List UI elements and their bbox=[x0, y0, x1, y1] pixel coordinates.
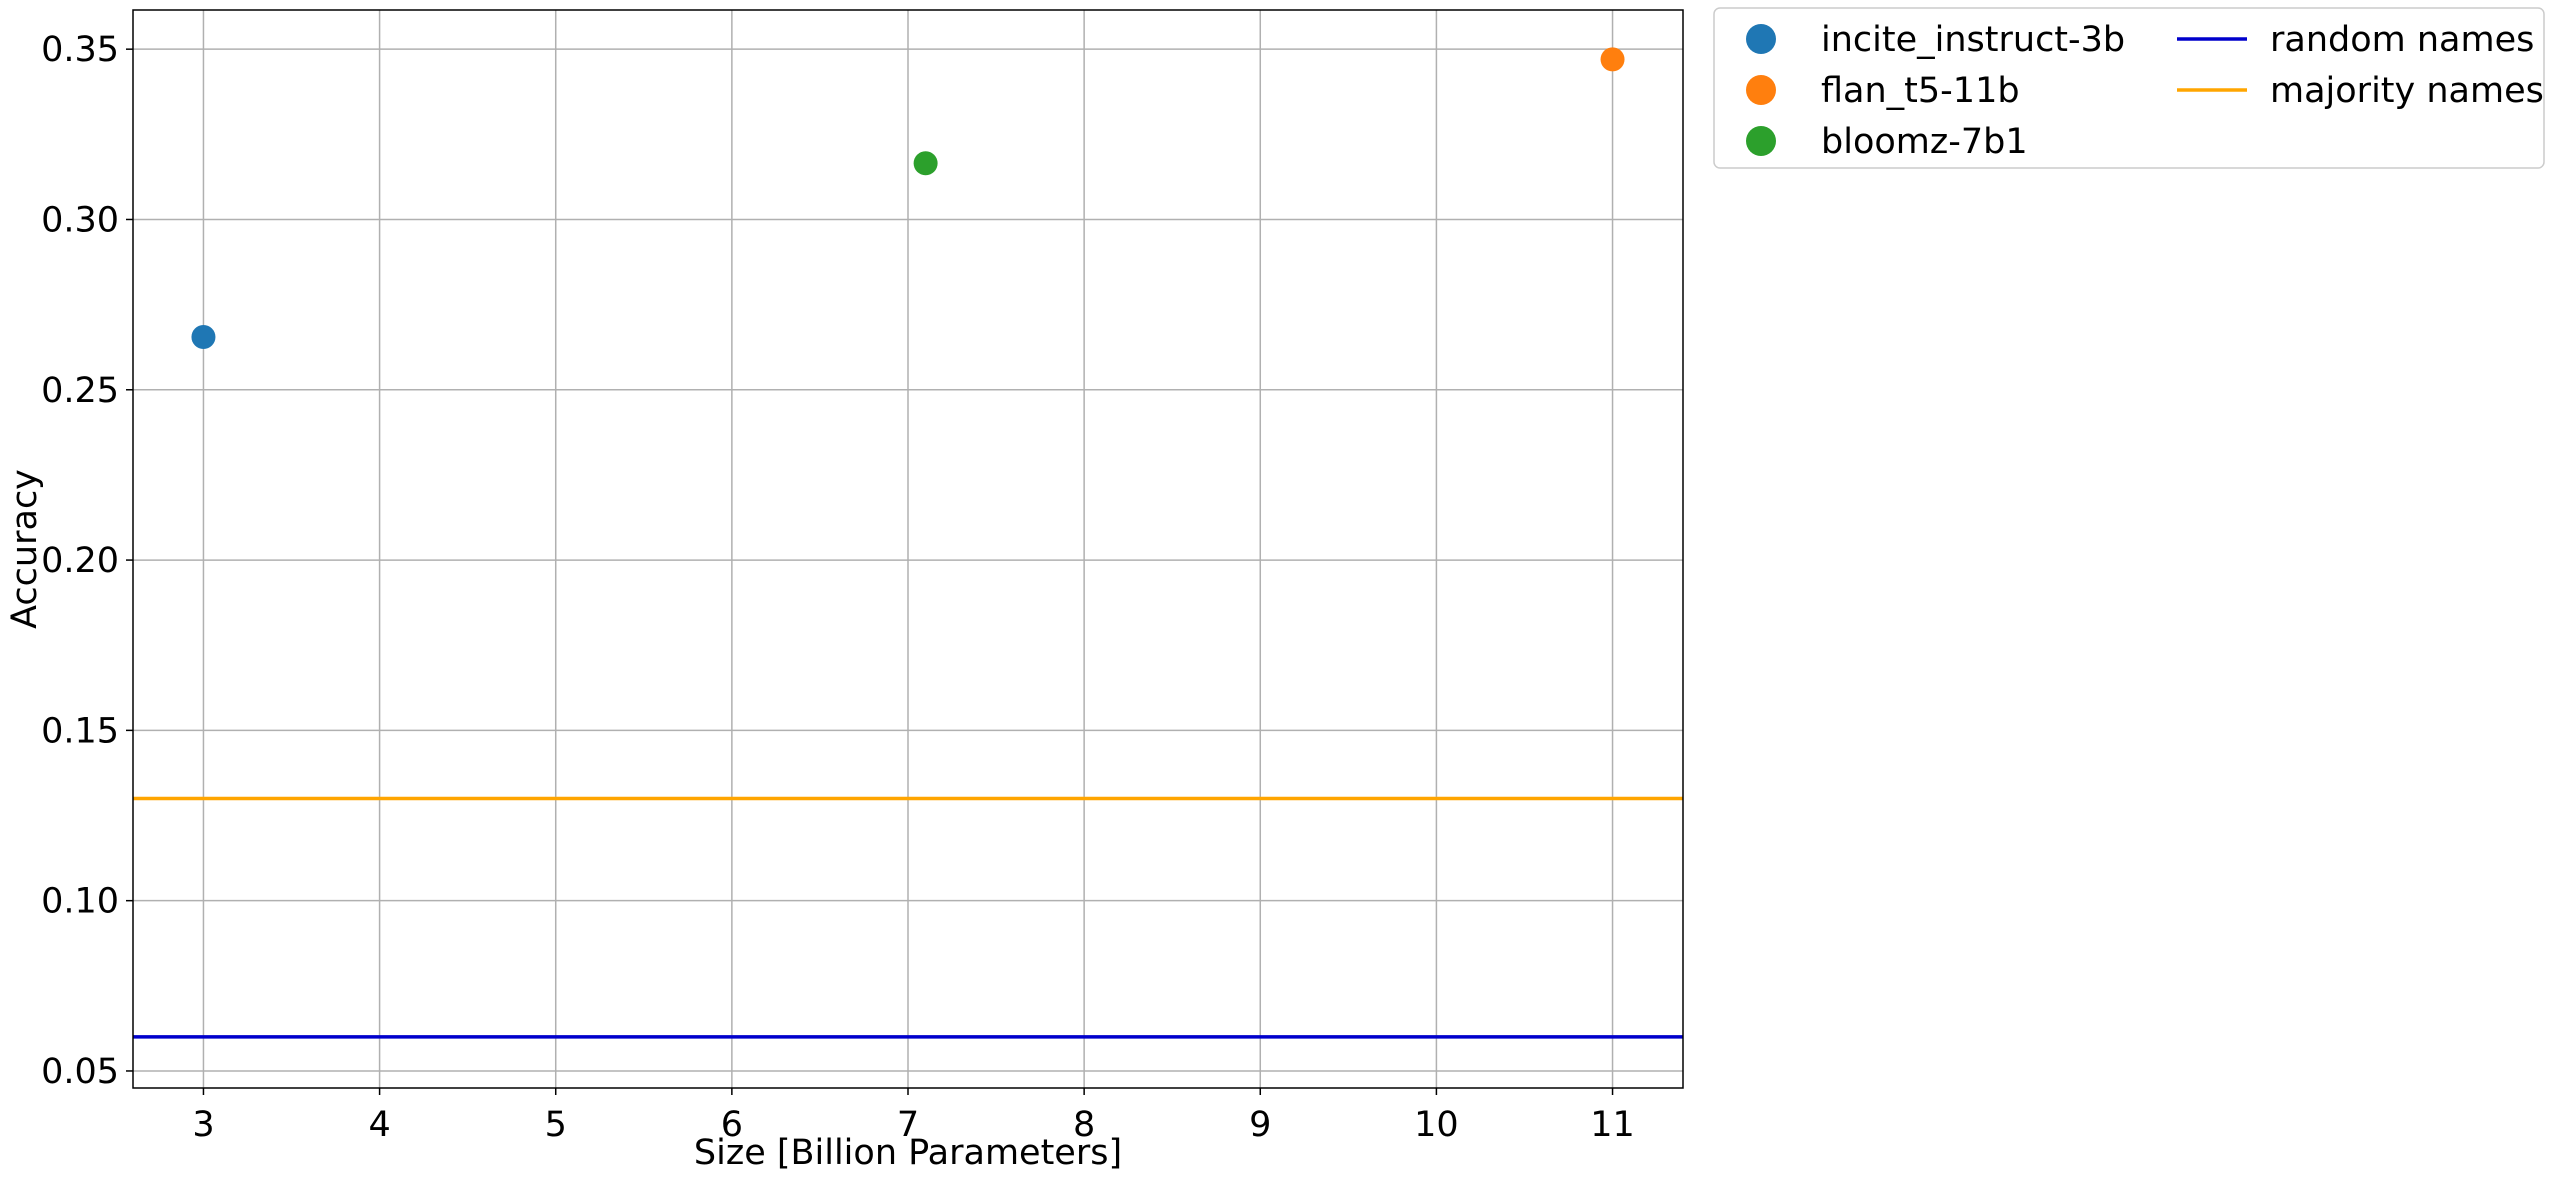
x-tick-label: 10 bbox=[1414, 1105, 1459, 1145]
y-tick-label: 0.10 bbox=[41, 882, 119, 922]
data-points bbox=[191, 47, 1625, 349]
x-tick-label: 11 bbox=[1590, 1105, 1635, 1145]
legend-marker bbox=[1746, 75, 1776, 105]
x-tick-label: 5 bbox=[545, 1105, 567, 1145]
y-tick-label: 0.15 bbox=[41, 711, 119, 751]
x-axis-ticks: 3 4 5 6 7 8 9 10 11 bbox=[192, 1088, 1635, 1145]
y-tick-label: 0.35 bbox=[41, 30, 119, 70]
point-bloomz-7b1 bbox=[913, 151, 938, 176]
legend-label: incite_instruct-3b bbox=[1821, 20, 2125, 60]
x-tick-label: 6 bbox=[721, 1105, 743, 1145]
legend-label: flan_t5-11b bbox=[1821, 71, 2020, 111]
x-tick-label: 8 bbox=[1073, 1105, 1095, 1145]
reference-lines bbox=[133, 796, 1683, 1039]
x-tick-label: 9 bbox=[1249, 1105, 1271, 1145]
y-tick-label: 0.30 bbox=[41, 200, 119, 240]
x-tick-label: 3 bbox=[192, 1105, 214, 1145]
grid bbox=[133, 10, 1683, 1088]
x-tick-label: 7 bbox=[897, 1105, 919, 1145]
x-tick-label: 4 bbox=[368, 1105, 390, 1145]
y-tick-label: 0.25 bbox=[41, 371, 119, 411]
point-flan-t5-11b bbox=[1600, 47, 1625, 72]
x-axis-label: Size [Billion Parameters] bbox=[694, 1133, 1122, 1173]
legend-frame bbox=[1713, 7, 2545, 169]
legend-marker bbox=[1746, 24, 1776, 54]
y-tick-label: 0.20 bbox=[41, 541, 119, 581]
y-axis-label: Accuracy bbox=[5, 469, 45, 629]
y-tick-label: 0.05 bbox=[41, 1052, 119, 1092]
legend-label: random names bbox=[2270, 20, 2534, 60]
point-incite-instruct-3b bbox=[191, 324, 216, 349]
legend: incite_instruct-3b flan_t5-11b bloomz-7b1 r… bbox=[1713, 7, 2545, 169]
legend-marker bbox=[1746, 126, 1776, 156]
legend-label: bloomz-7b1 bbox=[1821, 122, 2028, 162]
legend-label: majority names bbox=[2270, 71, 2544, 111]
y-axis-ticks: 0.05 0.10 0.15 0.20 0.25 0.30 0.35 bbox=[41, 30, 133, 1092]
